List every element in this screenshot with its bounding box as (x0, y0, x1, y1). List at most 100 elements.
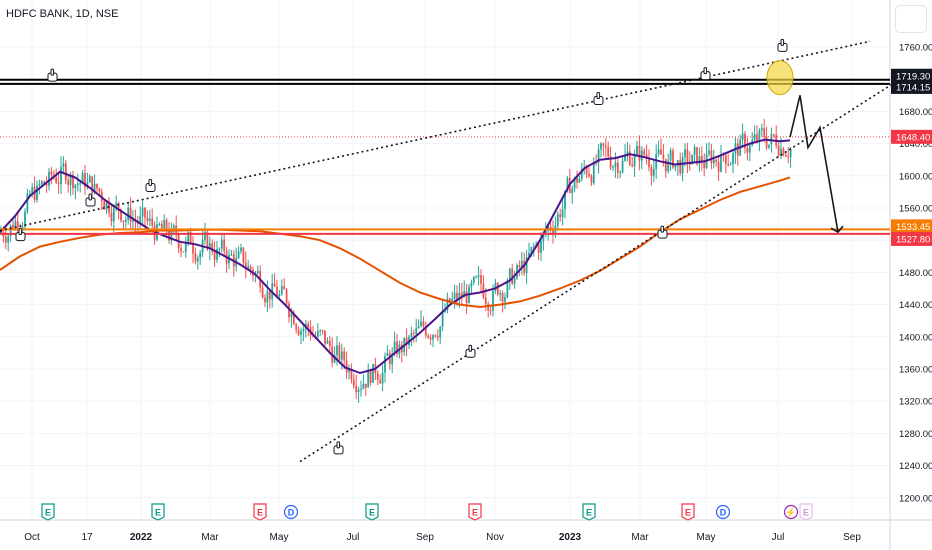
candle-body (379, 379, 382, 384)
candle-body (60, 166, 62, 185)
candle-body (163, 219, 166, 229)
event-marker-dividend[interactable] (283, 504, 299, 520)
x-tick-label: Sep (416, 532, 434, 543)
candle-body (36, 185, 38, 200)
candle-body (540, 240, 542, 253)
candle-body (513, 278, 516, 284)
candle-body (72, 174, 74, 189)
candle-body (14, 221, 17, 229)
event-marker-earnings-negative[interactable] (468, 503, 482, 521)
candle-body (717, 161, 720, 172)
candle-body (669, 150, 672, 161)
highlight-circle[interactable] (766, 60, 794, 96)
hand-pointer-icon (145, 178, 156, 192)
candle-body (160, 223, 163, 229)
candle-body (576, 177, 578, 183)
candle-body (158, 223, 161, 225)
candle-body (760, 128, 763, 131)
candle-body (470, 282, 473, 287)
x-tick-label: 17 (81, 532, 93, 543)
candle-body (74, 184, 77, 189)
candle-body (182, 251, 185, 253)
candle-body (187, 232, 190, 242)
candle-body (285, 289, 288, 304)
candle-body (192, 244, 194, 254)
x-tick-label: Mar (631, 532, 649, 543)
candle-body (746, 148, 749, 153)
event-marker-earnings-upcoming[interactable] (799, 503, 813, 521)
candle-body (427, 335, 430, 338)
candle-body (84, 172, 86, 187)
candle-body (523, 260, 526, 273)
candle-body (636, 145, 638, 156)
candle-body (655, 154, 658, 170)
event-marker-earnings[interactable] (41, 503, 55, 521)
hand-pointer-finger (50, 68, 55, 76)
plot-area[interactable] (0, 0, 890, 520)
candle-body (213, 251, 216, 260)
candle-body (511, 268, 514, 284)
lower-support-line[interactable] (299, 78, 901, 463)
candle-body (494, 282, 497, 291)
candle-body (189, 232, 192, 245)
candle-body (386, 353, 389, 356)
candle-body (9, 225, 12, 237)
x-tick-label: Jul (772, 532, 785, 543)
event-marker-earnings-negative[interactable] (253, 503, 267, 521)
hand-pointer-icon (657, 225, 668, 239)
upper-channel-line[interactable] (0, 40, 871, 232)
candle-body (199, 252, 202, 258)
event-marker-split[interactable] (783, 504, 799, 520)
candle-body (614, 162, 617, 168)
candle-body (240, 247, 242, 252)
candle-body (564, 191, 566, 210)
event-marker-letter: E (369, 508, 375, 518)
candle-body (295, 324, 298, 330)
hand-pointer-finger (468, 344, 473, 352)
candle-body (607, 147, 610, 157)
candle-body (67, 180, 70, 186)
projection-path[interactable] (789, 95, 839, 233)
candle-body (458, 292, 461, 300)
y-tick-label: 1640.00 (899, 139, 932, 150)
candle-body (616, 162, 619, 173)
candle-body (684, 149, 686, 157)
candle-body (405, 337, 408, 346)
candle-body (787, 156, 790, 158)
candle-body (475, 276, 478, 278)
y-tick-label: 1600.00 (899, 171, 932, 182)
hand-pointer-finger (596, 92, 601, 100)
candle-body (364, 383, 367, 388)
y-tick-label: 1320.00 (899, 397, 932, 408)
event-marker-earnings-negative[interactable] (681, 503, 695, 521)
candle-body (768, 144, 770, 148)
candle-body (98, 188, 101, 192)
price-label-text: 1533.45 (896, 222, 930, 233)
candle-body (369, 370, 372, 383)
event-marker-dividend[interactable] (715, 504, 731, 520)
hand-pointer-finger (703, 67, 708, 75)
hand-pointer-icon (700, 67, 711, 81)
candle-body (585, 167, 588, 174)
candle-body (573, 177, 576, 189)
candle-body (782, 148, 785, 156)
y-tick-label: 1480.00 (899, 268, 932, 279)
chart-settings-button[interactable] (895, 5, 927, 33)
candle-body (216, 248, 218, 260)
candle-body (7, 236, 10, 243)
candle-body (602, 143, 605, 147)
symbol-title: HDFC BANK, 1D, NSE (6, 8, 119, 20)
candle-body (590, 176, 593, 183)
candle-body (273, 283, 276, 287)
candle-body (578, 178, 581, 183)
y-tick-label: 1760.00 (899, 43, 932, 54)
event-marker-earnings[interactable] (151, 503, 165, 521)
event-marker-earnings[interactable] (582, 503, 596, 521)
candle-body (777, 145, 780, 156)
candle-body (501, 293, 504, 302)
x-tick-label: Mar (201, 532, 219, 543)
candle-body (698, 156, 701, 164)
event-marker-earnings[interactable] (365, 503, 379, 521)
